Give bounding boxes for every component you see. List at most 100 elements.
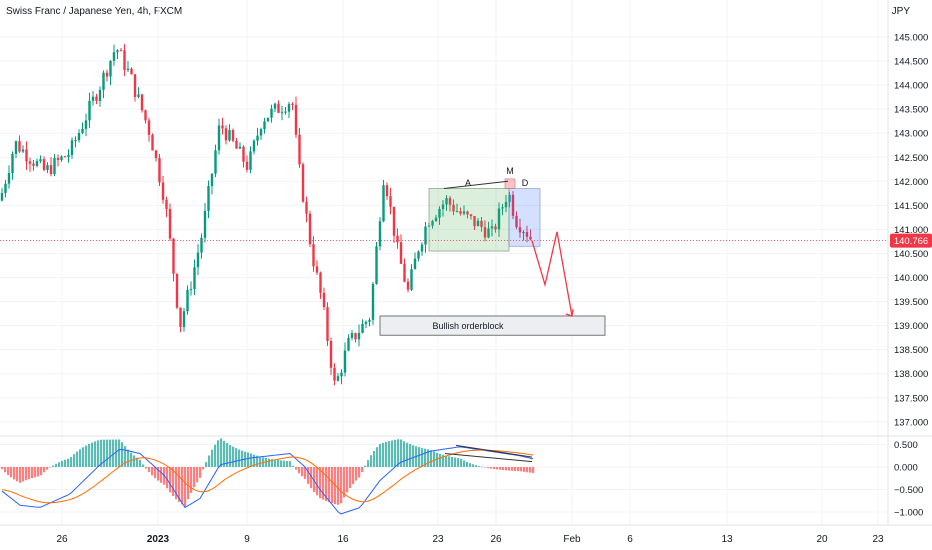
macd-hist-bar-20 (61, 460, 64, 467)
candle-body-48 (168, 209, 172, 239)
candle-body-85 (298, 134, 301, 165)
macd-hist-bar-28 (85, 445, 88, 467)
candle-body-114 (399, 242, 403, 264)
macd-hist-bar-80 (241, 450, 244, 467)
price-tick-13: 138.500 (894, 345, 928, 356)
macd-hist-bar-175 (526, 467, 529, 473)
last-price-tag (890, 233, 932, 248)
candle-body-130 (455, 211, 459, 213)
macd-hist-bar-125 (376, 447, 379, 467)
candle-body-92 (322, 292, 326, 308)
macd-hist-bar-97 (292, 465, 295, 467)
candle-body-145 (508, 194, 511, 202)
candle-body-138 (483, 227, 487, 238)
candle-body-63 (221, 125, 224, 129)
candle-body-20 (70, 140, 74, 156)
macd-hist-bar-112 (337, 467, 340, 505)
time-tick-8: 13 (721, 534, 733, 545)
macd-hist-bar-77 (232, 446, 235, 467)
macd-hist-bar-133 (400, 439, 403, 467)
candle-body-60 (210, 173, 214, 187)
price-tick-12: 139.000 (894, 321, 928, 332)
candle-body-129 (452, 204, 455, 212)
macd-hist-bar-163 (490, 467, 493, 469)
macd-hist-bar-45 (136, 457, 139, 467)
projected-path (531, 231, 573, 317)
candle-body-29 (102, 72, 105, 90)
candle-body-117 (410, 269, 413, 290)
macd-hist-bar-90 (271, 459, 274, 467)
candle-body-32 (112, 52, 116, 61)
candle-body-109 (382, 185, 385, 222)
macd-hist-bar-23 (70, 457, 73, 467)
macd-hist-bar-35 (106, 439, 109, 467)
distribution-box (508, 188, 541, 247)
price-tick-15: 137.500 (894, 393, 928, 404)
consolidation-box (428, 188, 510, 252)
macd-hist-bar-48 (145, 467, 148, 469)
macd-hist-bar-168 (505, 467, 508, 471)
candle-body-52 (182, 311, 186, 327)
macd-hist-bar-152 (457, 458, 460, 467)
candle-body-90 (315, 266, 319, 273)
candle-body-137 (480, 220, 483, 228)
macd-line (1, 446, 534, 515)
macd-tick-1: 0.000 (894, 463, 918, 474)
macd-hist-bar-27 (82, 447, 85, 467)
candle-body-10 (35, 161, 39, 166)
macd-hist-bar-173 (520, 467, 523, 472)
macd-hist-bar-96 (289, 461, 292, 467)
macd-hist-bar-79 (238, 449, 241, 467)
candle-body-82 (287, 104, 291, 112)
macd-hist-bar-170 (511, 467, 514, 471)
candle-body-83 (291, 104, 294, 106)
candle-body-7 (25, 149, 28, 162)
macd-hist-bar-14 (43, 467, 46, 473)
orderblock-label: Bullish orderblock (432, 321, 504, 331)
candle-body-146 (511, 194, 515, 216)
macd-hist-bar-32 (97, 440, 100, 467)
macd-divergence-line-1 (455, 444, 533, 458)
macd-hist-bar-18 (55, 463, 58, 467)
macd-hist-bar-154 (463, 460, 466, 467)
macd-hist-bar-58 (175, 467, 178, 500)
candle-body-120 (420, 244, 424, 252)
macd-hist-bar-124 (373, 450, 376, 467)
time-tick-10: 23 (872, 534, 884, 545)
macd-hist-bar-57 (172, 467, 175, 496)
macd-tick-0: 0.500 (894, 440, 918, 451)
macd-hist-bar-117 (352, 467, 355, 485)
macd-histogram (1, 438, 535, 507)
label-a: A (465, 178, 471, 188)
price-tick-4: 143.000 (894, 129, 928, 140)
candle-body-107 (375, 246, 378, 284)
macd-hist-bar-131 (394, 439, 397, 467)
macd-hist-bar-75 (226, 443, 229, 467)
candle-body-73 (256, 135, 259, 141)
macd-hist-bar-129 (388, 441, 391, 467)
candle-body-65 (228, 130, 231, 141)
candle-body-136 (476, 220, 480, 227)
candle-body-148 (518, 227, 522, 233)
candle-body-93 (326, 307, 329, 341)
candle-body-149 (522, 232, 525, 234)
macd-hist-bar-159 (478, 466, 481, 467)
candle-body-59 (207, 186, 210, 211)
candle-body-54 (189, 289, 193, 291)
macd-hist-bar-143 (430, 450, 433, 467)
macd-hist-bar-70 (211, 449, 214, 467)
macd-hist-bar-142 (427, 449, 430, 467)
macd-hist-bar-67 (202, 467, 205, 470)
time-tick-4: 23 (432, 534, 444, 545)
macd-hist-bar-110 (331, 467, 334, 504)
candle-body-143 (501, 207, 504, 209)
price-tick-9: 140.500 (894, 249, 928, 260)
macd-hist-bar-157 (472, 464, 475, 467)
candle-body-104 (364, 321, 368, 324)
candle-body-27 (95, 96, 98, 101)
macd-hist-bar-146 (439, 453, 442, 467)
macd-hist-bar-5 (16, 467, 19, 482)
time-tick-1: 2023 (147, 534, 170, 545)
